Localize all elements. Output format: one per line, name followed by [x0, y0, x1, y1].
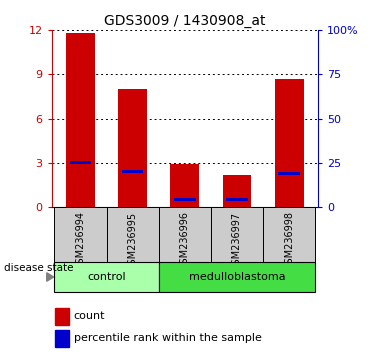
- Text: count: count: [74, 312, 105, 321]
- Text: medulloblastoma: medulloblastoma: [189, 272, 285, 282]
- Bar: [54, 262, 159, 292]
- Bar: [55, 308, 69, 325]
- Bar: [106, 207, 159, 262]
- Text: GSM236997: GSM236997: [232, 211, 242, 270]
- Bar: [66, 33, 95, 207]
- Bar: [278, 172, 300, 175]
- Polygon shape: [47, 273, 54, 281]
- Bar: [226, 198, 248, 201]
- Bar: [70, 161, 91, 165]
- Text: GSM236994: GSM236994: [75, 211, 85, 270]
- Text: disease state: disease state: [4, 263, 73, 273]
- Text: GSM236998: GSM236998: [284, 211, 294, 270]
- Text: GSM236995: GSM236995: [128, 211, 137, 270]
- Bar: [275, 79, 304, 207]
- Bar: [170, 164, 199, 207]
- Title: GDS3009 / 1430908_at: GDS3009 / 1430908_at: [104, 14, 265, 28]
- Bar: [122, 170, 143, 173]
- Bar: [55, 330, 69, 347]
- Bar: [174, 198, 196, 201]
- Text: percentile rank within the sample: percentile rank within the sample: [74, 333, 262, 343]
- Text: GSM236996: GSM236996: [180, 211, 190, 270]
- Bar: [54, 207, 106, 262]
- Bar: [159, 262, 315, 292]
- Bar: [211, 207, 263, 262]
- Bar: [159, 207, 211, 262]
- Bar: [118, 89, 147, 207]
- Bar: [263, 207, 315, 262]
- Text: control: control: [87, 272, 126, 282]
- Bar: [223, 175, 251, 207]
